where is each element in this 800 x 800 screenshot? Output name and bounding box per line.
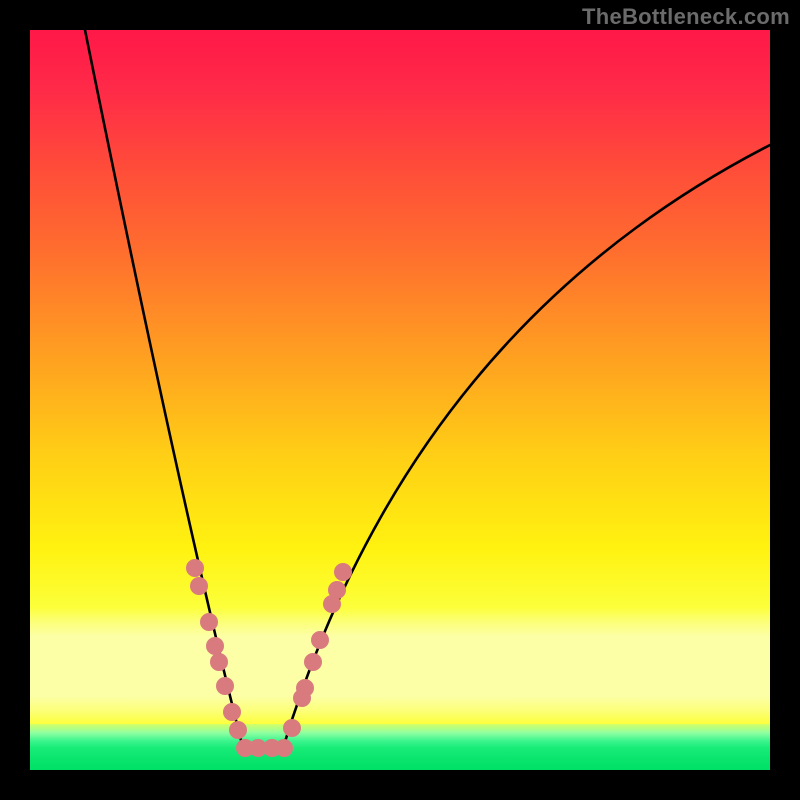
- data-marker: [224, 704, 241, 721]
- data-marker: [335, 564, 352, 581]
- watermark-text: TheBottleneck.com: [582, 4, 790, 30]
- plot-background-gradient: [30, 30, 770, 770]
- data-marker: [191, 578, 208, 595]
- data-marker: [217, 678, 234, 695]
- data-marker: [305, 654, 322, 671]
- bottleneck-chart: [0, 0, 800, 800]
- data-marker: [312, 632, 329, 649]
- data-marker: [211, 654, 228, 671]
- data-marker: [230, 722, 247, 739]
- data-marker: [187, 560, 204, 577]
- chart-frame: TheBottleneck.com: [0, 0, 800, 800]
- data-marker: [201, 614, 218, 631]
- data-marker: [284, 720, 301, 737]
- data-marker: [329, 582, 346, 599]
- data-marker: [297, 680, 314, 697]
- data-marker: [207, 638, 224, 655]
- data-marker: [276, 740, 293, 757]
